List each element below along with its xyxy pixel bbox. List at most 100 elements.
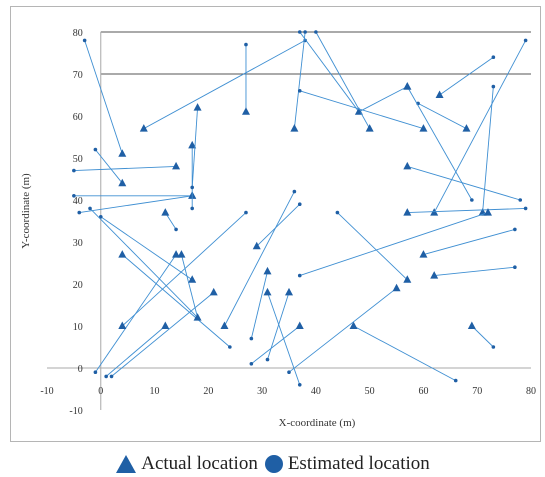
y-tick-label: 20 [73, 280, 83, 291]
actual-location-point [430, 271, 439, 279]
actual-location-point [403, 208, 412, 216]
y-tick-label: 10 [73, 322, 83, 333]
location-pairs [72, 30, 528, 387]
estimated-location-point [287, 370, 291, 375]
estimated-location-point [244, 210, 248, 215]
actual-location-point [295, 321, 304, 329]
actual-location-point [263, 266, 272, 275]
actual-location-point [139, 124, 148, 132]
x-tick-label: 10 [150, 386, 160, 397]
x-tick-label: 80 [526, 386, 536, 397]
actual-location-point [435, 90, 444, 98]
estimated-location-point [491, 345, 496, 349]
estimated-location-point [265, 357, 270, 362]
x-axis-title: X-coordinate (m) [279, 417, 356, 429]
actual-location-point [118, 149, 127, 157]
error-line [250, 271, 268, 339]
x-tick-label: 20 [203, 386, 213, 397]
error-line [337, 212, 408, 281]
actual-location-point [263, 287, 272, 296]
error-line [423, 228, 515, 256]
estimated-location-point [513, 265, 517, 270]
error-line [89, 208, 198, 318]
actual-location-point [241, 107, 250, 115]
error-line [224, 191, 295, 327]
error-line [288, 287, 397, 373]
error-line [84, 40, 123, 154]
error-line [439, 56, 494, 96]
actual-location-point [118, 321, 127, 329]
actual-location-point [483, 208, 492, 216]
estimated-location-point [513, 227, 517, 232]
actual-location-point [403, 82, 412, 90]
circle-marker-icon [264, 455, 283, 473]
x-tick-label: -10 [40, 386, 53, 397]
y-tick-label: -10 [69, 406, 82, 417]
estimated-location-point [249, 362, 254, 366]
x-tick-label: 40 [311, 386, 321, 397]
estimated-location-point [335, 210, 340, 215]
legend-item-estimated: Estimated location [264, 453, 430, 475]
estimated-location-point [303, 30, 307, 34]
y-tick-label: 50 [73, 154, 83, 165]
chart-frame: -10 0 10 20 30 40 50 60 70 80 -10 0 10 20 30 40 50 60 70 80… [10, 6, 541, 442]
error-line [299, 31, 360, 113]
estimated-location-point [297, 89, 302, 93]
actual-location-point [118, 250, 127, 258]
estimated-location-point [98, 215, 103, 219]
error-line [111, 292, 214, 377]
actual-location-point [462, 124, 471, 132]
error-line [299, 212, 489, 277]
actual-location-point [193, 313, 202, 321]
actual-location-point [419, 124, 428, 132]
actual-location-point [220, 321, 229, 329]
actual-location-point [161, 208, 170, 216]
actual-location-point [349, 321, 358, 329]
triangle-marker-icon [116, 455, 137, 473]
estimated-location-point [297, 202, 302, 206]
error-line [434, 266, 515, 277]
estimated-location-point [82, 38, 87, 43]
estimated-location-point [190, 185, 194, 190]
y-axis-title: Y-coordinate (m) [20, 173, 32, 249]
error-line [121, 212, 247, 327]
error-line [73, 165, 177, 172]
error-line [100, 216, 193, 281]
estimated-location-point [357, 110, 361, 114]
x-tick-label: 60 [418, 386, 428, 397]
estimated-location-point [72, 168, 76, 173]
estimated-location-point [93, 147, 98, 152]
tick-labels: -10 0 10 20 30 40 50 60 70 80 -10 0 10 20 30 40 50 60 70 80 [40, 28, 536, 417]
estimated-location-point [453, 378, 458, 383]
actual-location-point [177, 250, 186, 258]
legend-item-actual: Actual location [115, 453, 258, 475]
estimated-location-point [109, 374, 114, 379]
reference-lines [100, 31, 531, 75]
actual-location-point [252, 241, 261, 250]
actual-location-point [161, 321, 170, 329]
actual-location-point [188, 140, 197, 149]
chart-legend: Actual location Estimated location [0, 452, 545, 476]
estimated-location-point [297, 273, 302, 278]
error-line [79, 195, 193, 214]
estimated-location-point [244, 42, 248, 47]
actual-location-point [285, 287, 293, 296]
estimated-location-point [228, 345, 232, 349]
actual-location-point [172, 250, 181, 258]
error-line [482, 86, 494, 213]
actual-location-point [403, 275, 412, 283]
legend-label-actual: Actual location [141, 453, 258, 474]
estimated-location-point [249, 336, 254, 341]
error-line [417, 103, 467, 129]
x-tick-label: 0 [98, 386, 103, 397]
error-line [407, 165, 521, 201]
x-tick-label: 70 [472, 386, 482, 397]
estimated-location-point [93, 370, 98, 375]
estimated-location-point [297, 30, 302, 34]
estimated-location-point [523, 38, 528, 43]
error-line [191, 107, 199, 188]
error-line [251, 325, 301, 365]
error-line [353, 325, 456, 381]
estimated-location-point [190, 206, 194, 211]
error-line [181, 254, 199, 318]
